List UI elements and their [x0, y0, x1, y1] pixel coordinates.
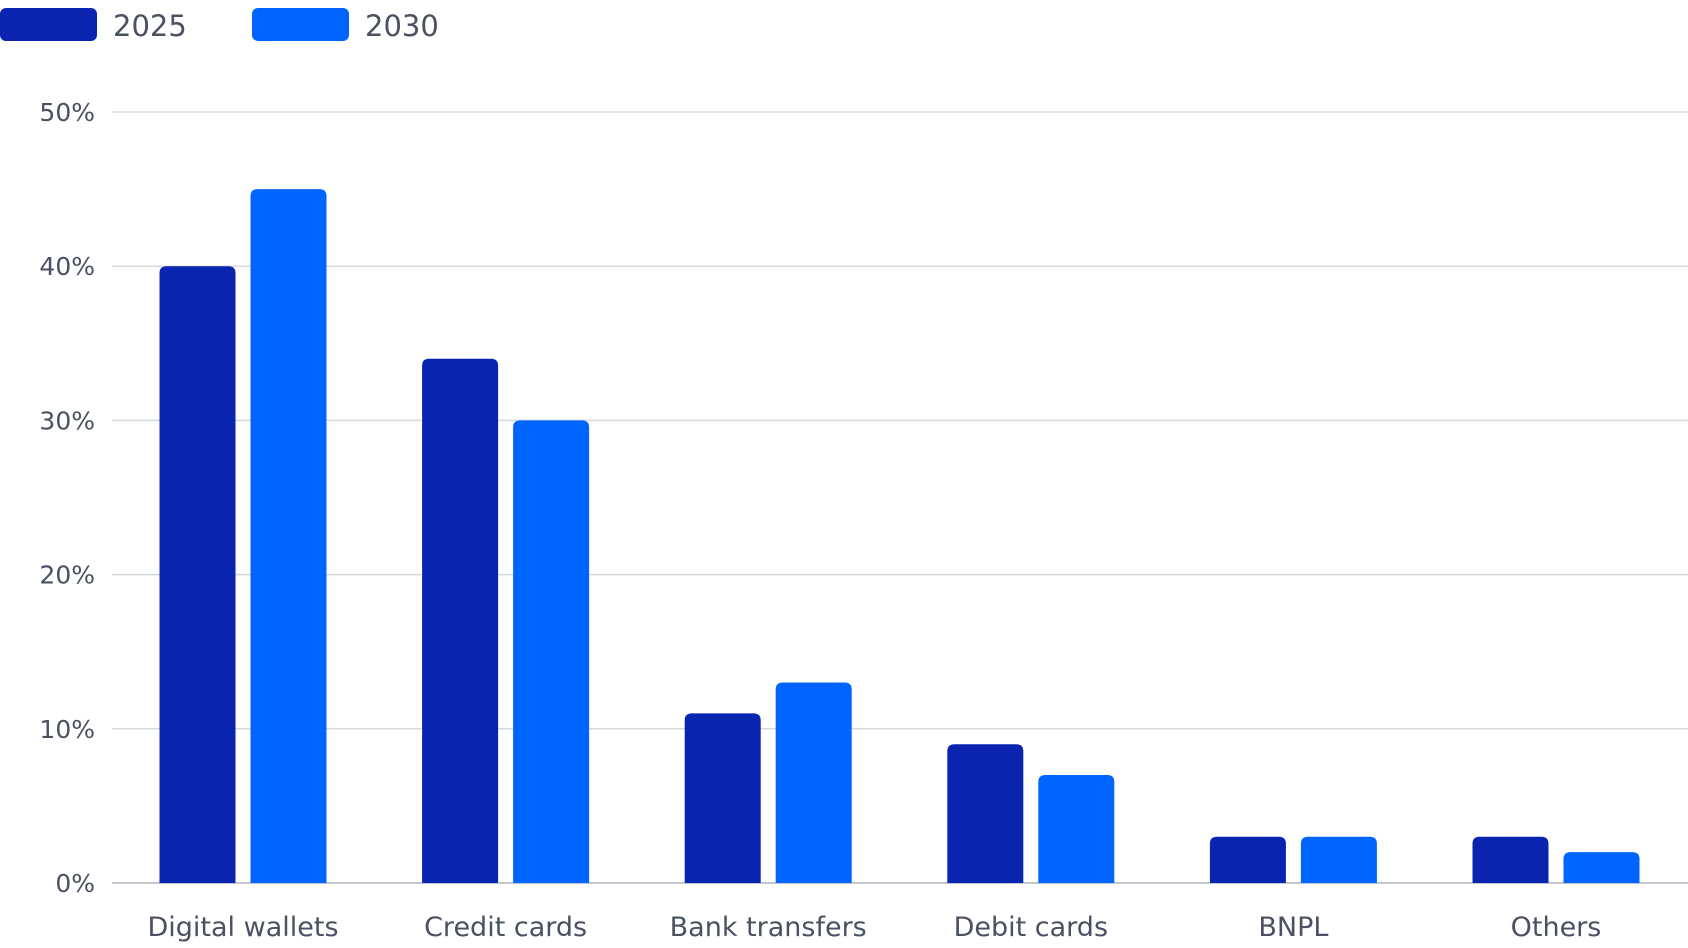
- legend-swatch-2025: [0, 8, 97, 41]
- bar-bnpl-2030: [1300, 836, 1377, 883]
- bar-debit-cards-2025: [947, 744, 1024, 883]
- bar-debit-cards-2030: [1038, 775, 1115, 883]
- x-tick-label-credit-cards: Credit cards: [424, 912, 587, 943]
- grid: [112, 111, 1688, 884]
- bar-credit-cards-2030: [513, 420, 590, 883]
- bar-others-2025: [1472, 836, 1549, 883]
- x-tick-label-digital-wallets: Digital wallets: [147, 912, 338, 943]
- x-tick-label-bank-transfers: Bank transfers: [670, 912, 867, 943]
- bar-digital-wallets-2025: [159, 266, 236, 883]
- x-tick-label-debit-cards: Debit cards: [954, 912, 1108, 943]
- bars: [159, 189, 1640, 884]
- y-tick-label: 20%: [39, 561, 95, 590]
- bar-credit-cards-2025: [422, 358, 499, 884]
- legend: 2025 2030: [0, 8, 439, 43]
- bar-others-2030: [1563, 852, 1640, 883]
- y-tick-label: 0%: [55, 869, 95, 898]
- bar-digital-wallets-2030: [250, 189, 327, 884]
- legend-swatch-2030: [252, 8, 349, 41]
- bar-bank-transfers-2025: [684, 713, 761, 883]
- y-tick-label: 10%: [39, 715, 95, 744]
- bar-bank-transfers-2030: [775, 682, 852, 883]
- legend-label-2030: 2030: [365, 9, 439, 43]
- y-tick-label: 30%: [39, 406, 95, 435]
- y-axis-ticks: 0% 10% 20% 30% 40% 50%: [39, 98, 95, 898]
- y-tick-label: 50%: [39, 98, 95, 127]
- y-tick-label: 40%: [39, 252, 95, 281]
- bar-bnpl-2025: [1209, 836, 1286, 883]
- x-tick-label-bnpl: BNPL: [1258, 912, 1328, 943]
- x-tick-label-others: Others: [1511, 912, 1602, 943]
- legend-label-2025: 2025: [113, 9, 187, 43]
- x-axis-ticks: Digital wallets Credit cards Bank transfer…: [147, 912, 1601, 943]
